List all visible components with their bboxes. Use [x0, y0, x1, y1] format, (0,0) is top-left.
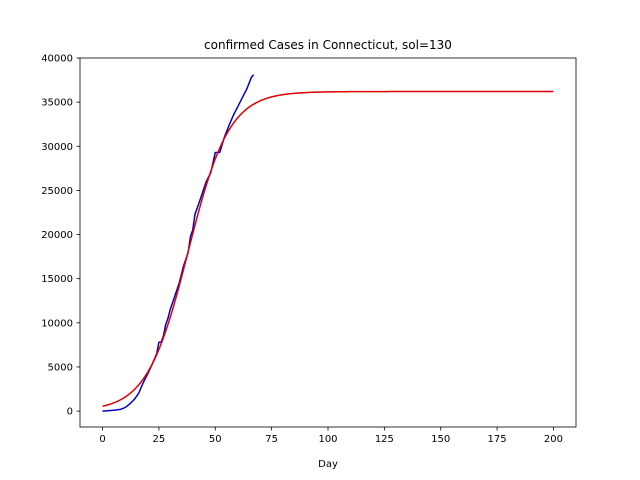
x-tick-label: 200 [544, 434, 563, 445]
y-tick-label: 30000 [41, 142, 73, 153]
x-tick-label: 125 [375, 434, 394, 445]
fitted-curve-line [102, 90, 554, 408]
y-tick-label: 20000 [41, 230, 73, 241]
x-tick-label: 50 [209, 434, 222, 445]
y-tick-label: 10000 [41, 318, 73, 329]
x-tick-label: 100 [318, 434, 337, 445]
y-tick-label: 35000 [41, 98, 73, 109]
plot-area: 0 25 50 75 100 125 150 175 200 0 5000 10000 15000 200… [41, 54, 577, 445]
x-tick-label: 150 [431, 434, 450, 445]
x-axis-label: Day [318, 459, 338, 470]
observed-series-line [102, 74, 255, 412]
y-tick-label: 40000 [41, 54, 73, 65]
chart-title: confirmed Cases in Connecticut, sol=130 [204, 38, 452, 52]
y-tick-label: 15000 [41, 274, 73, 285]
y-tick-label: 0 [67, 407, 73, 418]
y-tick-label: 25000 [41, 186, 73, 197]
x-tick-label: 0 [99, 434, 105, 445]
x-tick-label: 175 [488, 434, 507, 445]
y-tick-label: 5000 [48, 362, 73, 373]
x-tick-label: 25 [153, 434, 166, 445]
x-tick-label: 75 [265, 434, 278, 445]
